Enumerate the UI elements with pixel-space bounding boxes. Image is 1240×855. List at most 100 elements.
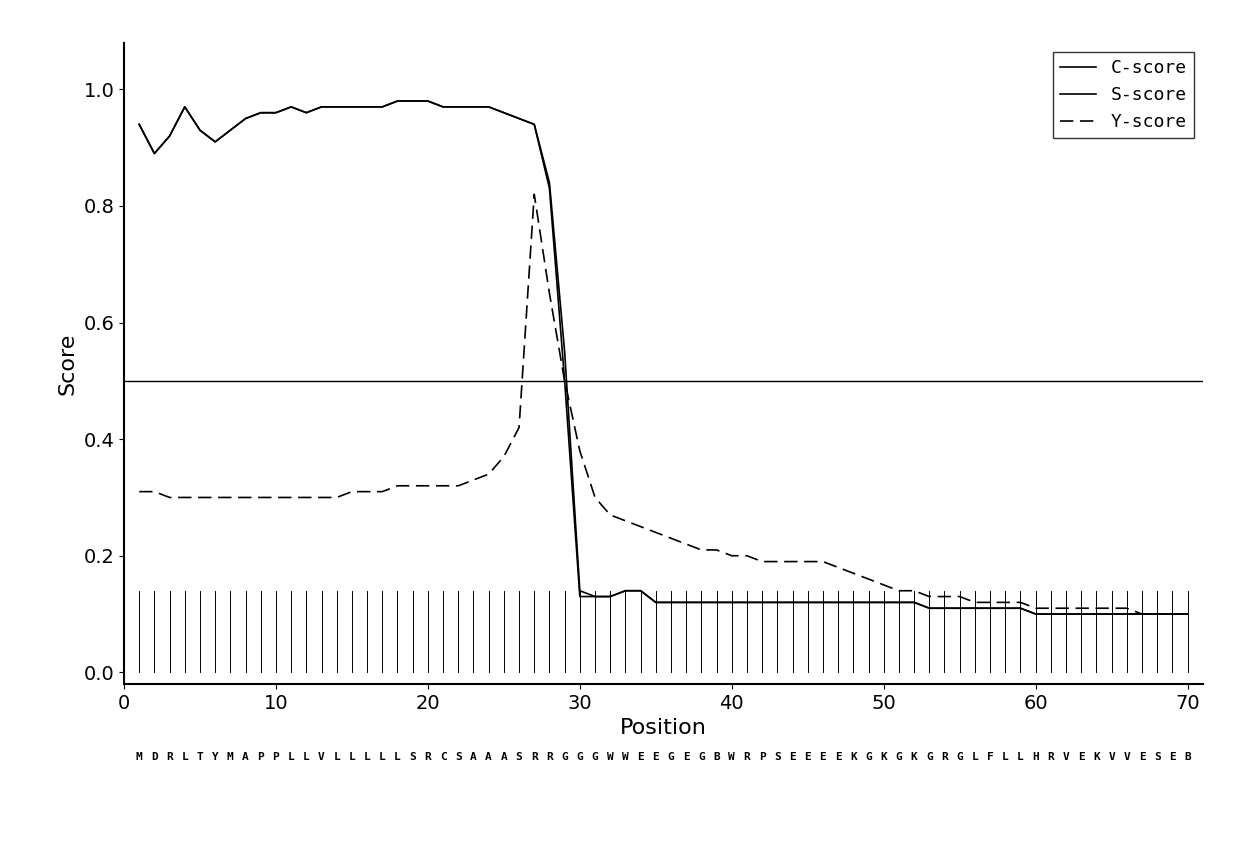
C-score xyxy=(1059,609,1074,619)
Text: H: H xyxy=(1032,752,1039,762)
Text: L: L xyxy=(1017,752,1024,762)
Text: P: P xyxy=(258,752,264,762)
Text: L: L xyxy=(1002,752,1008,762)
C-score xyxy=(1180,609,1195,619)
Text: G: G xyxy=(591,752,599,762)
Text: A: A xyxy=(501,752,507,762)
Text: E: E xyxy=(652,752,660,762)
Text: L: L xyxy=(348,752,356,762)
Text: W: W xyxy=(606,752,614,762)
S-score xyxy=(1059,609,1074,619)
Text: L: L xyxy=(971,752,978,762)
C-score xyxy=(588,592,603,602)
Y-score xyxy=(527,189,542,199)
Text: E: E xyxy=(1169,752,1176,762)
Text: W: W xyxy=(622,752,629,762)
Text: G: G xyxy=(926,752,932,762)
Y-score xyxy=(131,486,146,497)
Y-axis label: Score: Score xyxy=(58,333,78,394)
Text: R: R xyxy=(1048,752,1054,762)
Text: E: E xyxy=(820,752,826,762)
Text: T: T xyxy=(197,752,203,762)
Text: E: E xyxy=(683,752,689,762)
Text: S: S xyxy=(774,752,781,762)
Text: G: G xyxy=(698,752,704,762)
Y-score xyxy=(1043,603,1058,613)
Text: E: E xyxy=(637,752,644,762)
Text: E: E xyxy=(835,752,842,762)
Y-score xyxy=(588,492,603,503)
Line: C-score: C-score xyxy=(139,101,1188,614)
C-score xyxy=(269,108,284,118)
Text: E: E xyxy=(805,752,811,762)
Text: B: B xyxy=(1184,752,1190,762)
Line: Y-score: Y-score xyxy=(139,194,1188,614)
X-axis label: Position: Position xyxy=(620,718,707,738)
Text: E: E xyxy=(1078,752,1085,762)
Text: R: R xyxy=(166,752,172,762)
Y-score xyxy=(724,551,739,561)
Text: B: B xyxy=(713,752,720,762)
Text: G: G xyxy=(562,752,568,762)
C-score xyxy=(1028,609,1043,619)
Text: F: F xyxy=(987,752,993,762)
Text: K: K xyxy=(880,752,887,762)
S-score xyxy=(588,592,603,602)
C-score xyxy=(466,102,481,112)
Text: A: A xyxy=(470,752,477,762)
Text: L: L xyxy=(303,752,310,762)
Text: Y: Y xyxy=(212,752,218,762)
Text: L: L xyxy=(363,752,371,762)
S-score xyxy=(131,119,146,129)
C-score xyxy=(374,102,389,112)
Text: L: L xyxy=(334,752,340,762)
Text: K: K xyxy=(910,752,918,762)
Text: L: L xyxy=(288,752,295,762)
S-score xyxy=(466,102,481,112)
Text: L: L xyxy=(181,752,188,762)
S-score xyxy=(724,598,739,608)
S-score xyxy=(391,96,405,106)
Text: R: R xyxy=(941,752,947,762)
Text: K: K xyxy=(1094,752,1100,762)
Text: W: W xyxy=(728,752,735,762)
Y-score xyxy=(1135,609,1149,619)
Text: S: S xyxy=(1154,752,1161,762)
Y-score xyxy=(1180,609,1195,619)
C-score xyxy=(131,119,146,129)
Text: E: E xyxy=(1138,752,1146,762)
Text: R: R xyxy=(744,752,750,762)
Text: V: V xyxy=(319,752,325,762)
Y-score xyxy=(451,481,466,491)
S-score xyxy=(1180,609,1195,619)
Line: S-score: S-score xyxy=(139,101,1188,614)
Text: V: V xyxy=(1123,752,1130,762)
Legend: C-score, S-score, Y-score: C-score, S-score, Y-score xyxy=(1053,52,1194,139)
C-score xyxy=(724,598,739,608)
Text: G: G xyxy=(866,752,872,762)
Text: L: L xyxy=(379,752,386,762)
Text: P: P xyxy=(273,752,279,762)
Text: S: S xyxy=(516,752,522,762)
Text: V: V xyxy=(1063,752,1069,762)
S-score xyxy=(269,108,284,118)
Text: P: P xyxy=(759,752,765,762)
C-score xyxy=(391,96,405,106)
Y-score xyxy=(374,486,389,497)
Text: K: K xyxy=(849,752,857,762)
Text: A: A xyxy=(485,752,492,762)
Text: C: C xyxy=(440,752,446,762)
Text: V: V xyxy=(1109,752,1115,762)
S-score xyxy=(1028,609,1043,619)
Text: L: L xyxy=(394,752,401,762)
Text: G: G xyxy=(895,752,903,762)
Text: M: M xyxy=(227,752,233,762)
Text: G: G xyxy=(577,752,583,762)
Text: S: S xyxy=(409,752,417,762)
Text: R: R xyxy=(424,752,432,762)
S-score xyxy=(374,102,389,112)
Text: S: S xyxy=(455,752,461,762)
Text: G: G xyxy=(667,752,675,762)
Text: A: A xyxy=(242,752,249,762)
Text: E: E xyxy=(789,752,796,762)
